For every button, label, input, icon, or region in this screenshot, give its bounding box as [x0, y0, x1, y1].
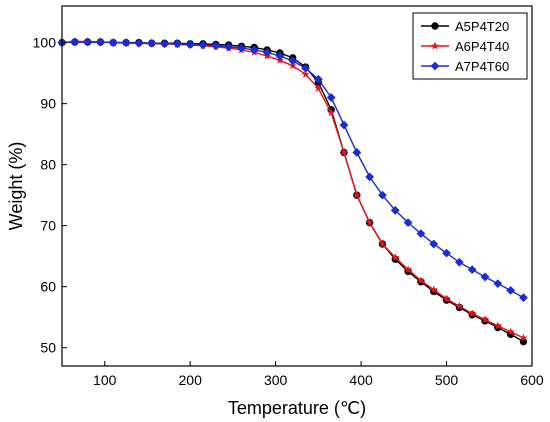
- data-point-a6p4t40: [365, 218, 374, 227]
- data-point-a7p4t60: [172, 39, 182, 49]
- data-point-a7p4t60: [185, 40, 195, 49]
- data-point-a7p4t60: [121, 38, 131, 48]
- data-point-a7p4t60: [506, 285, 516, 295]
- data-point-a7p4t60: [70, 37, 80, 47]
- data-point-a6p4t40: [301, 70, 310, 78]
- data-point-a7p4t60: [326, 93, 336, 102]
- data-point-a7p4t60: [339, 120, 349, 130]
- data-point-a6p4t40: [288, 61, 297, 70]
- legend-label-a6p4t40: A6P4T40: [455, 39, 509, 54]
- data-point-a6p4t40: [378, 239, 387, 248]
- data-point-a7p4t60: [352, 148, 362, 157]
- legend-label-a7p4t60: A7P4T60: [455, 59, 509, 74]
- data-point-a6p4t40: [429, 285, 438, 294]
- data-point-a7p4t60: [442, 248, 451, 258]
- legend-marker-a5p4t20: [431, 22, 439, 30]
- y-tick-label: 60: [40, 279, 56, 295]
- data-point-a7p4t60: [480, 272, 490, 282]
- data-point-a6p4t40: [481, 315, 489, 324]
- data-point-a7p4t60: [198, 40, 208, 50]
- data-point-a7p4t60: [390, 206, 400, 215]
- data-point-a6p4t40: [455, 302, 464, 310]
- y-axis-title: Weight (%): [6, 142, 26, 231]
- axes: 100 200 300 400 500 600 50 60 70 80 90 100: [33, 5, 544, 388]
- data-point-a7p4t60: [288, 56, 298, 66]
- data-point-a7p4t60: [237, 43, 246, 53]
- x-axis-title: Temperature (℃): [228, 398, 366, 418]
- data-point-a6p4t40: [442, 294, 451, 303]
- data-point-a7p4t60: [108, 38, 118, 48]
- legend-marker-a7p4t60: [430, 61, 440, 71]
- data-point-a7p4t60: [493, 279, 503, 289]
- series-line-a6p4t40: [61, 40, 524, 339]
- data-point-a6p4t40: [352, 190, 361, 199]
- data-point-a7p4t60: [403, 218, 413, 228]
- data-point-a6p4t40: [340, 148, 348, 156]
- x-tick-label: 500: [435, 372, 459, 388]
- plot-frame: [61, 5, 533, 367]
- legend: A5P4T20 A6P4T40 A7P4T60: [412, 12, 528, 80]
- series-line-a7p4t60: [61, 41, 524, 299]
- data-point-a7p4t60: [378, 190, 387, 200]
- data-point-a7p4t60: [83, 37, 93, 47]
- data-point-a7p4t60: [147, 38, 157, 48]
- data-point-a6p4t40: [416, 276, 425, 284]
- legend-marker-a6p4t40: [431, 41, 439, 50]
- data-point-a7p4t60: [160, 39, 169, 49]
- y-tick-label: 100: [33, 35, 57, 51]
- x-tick-label: 100: [93, 372, 117, 388]
- data-point-a7p4t60: [519, 293, 528, 303]
- data-point-a6p4t40: [314, 84, 323, 92]
- series-line-a5p4t20: [61, 41, 524, 343]
- data-point-a6p4t40: [519, 333, 528, 342]
- data-point-a7p4t60: [301, 63, 310, 73]
- data-point-a6p4t40: [506, 327, 515, 336]
- y-tick-label: 70: [40, 218, 56, 234]
- data-point-a6p4t40: [327, 108, 336, 117]
- data-point-a7p4t60: [313, 74, 323, 84]
- data-point-a7p4t60: [365, 172, 375, 182]
- data-point-a7p4t60: [454, 257, 464, 267]
- data-point-a7p4t60: [467, 265, 477, 274]
- data-point-a6p4t40: [493, 321, 502, 330]
- legend-label-a5p4t20: A5P4T20: [455, 19, 509, 34]
- y-tick-label: 90: [40, 96, 56, 112]
- data-point-a7p4t60: [96, 37, 105, 47]
- x-tick-label: 200: [179, 372, 203, 388]
- data-point-a6p4t40: [391, 253, 400, 261]
- x-tick-label: 400: [349, 372, 373, 388]
- data-point-a7p4t60: [134, 38, 144, 48]
- data-point-a7p4t60: [249, 45, 259, 55]
- data-point-a6p4t40: [468, 309, 477, 317]
- y-tick-label: 50: [40, 340, 56, 356]
- data-point-a7p4t60: [262, 47, 272, 57]
- data-point-a7p4t60: [275, 51, 285, 61]
- plot-area: [57, 37, 528, 346]
- y-tick-label: 80: [40, 157, 56, 173]
- x-tick-label: 600: [520, 372, 544, 388]
- data-point-a7p4t60: [211, 41, 221, 51]
- x-tick-label: 300: [264, 372, 288, 388]
- data-point-a7p4t60: [224, 42, 234, 52]
- data-point-a7p4t60: [416, 229, 426, 238]
- data-point-a6p4t40: [404, 265, 413, 273]
- data-point-a7p4t60: [429, 239, 439, 249]
